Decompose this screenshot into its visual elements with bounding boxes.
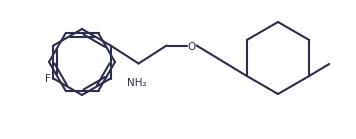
Text: F: F [44, 75, 51, 85]
Text: O: O [188, 42, 196, 52]
Text: NH₂: NH₂ [127, 78, 146, 87]
